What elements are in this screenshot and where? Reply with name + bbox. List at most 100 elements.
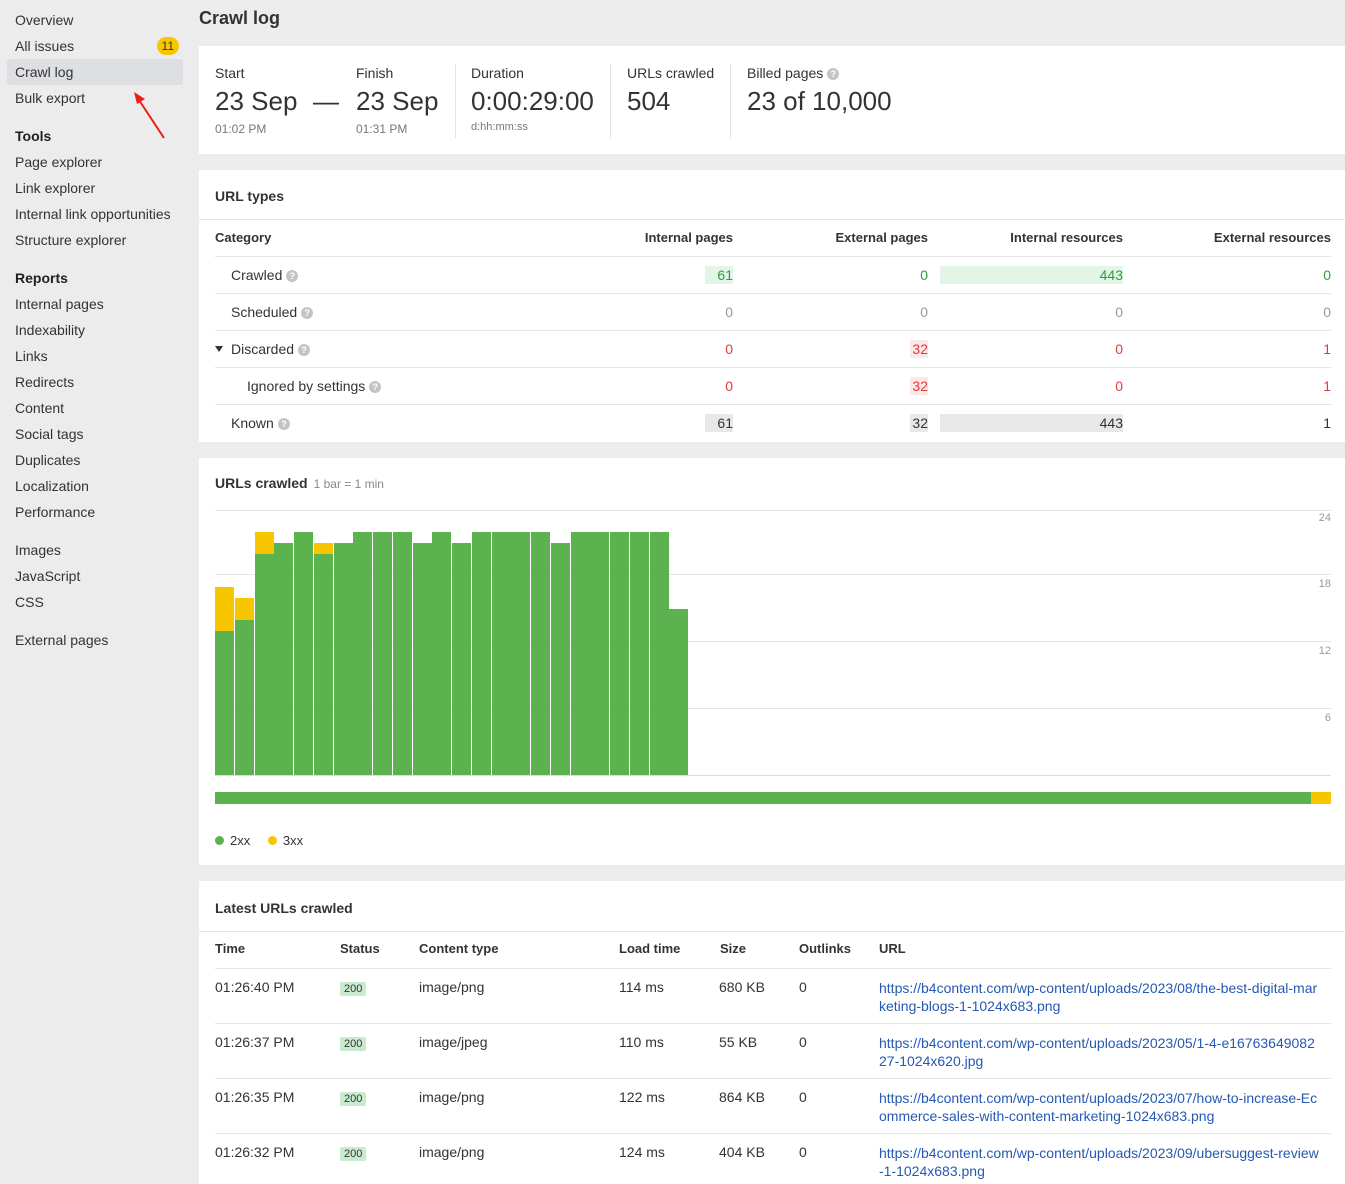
chart-bar[interactable] (392, 532, 412, 775)
billed-pages-label: Billed pages? (747, 65, 840, 81)
time-header[interactable]: Time (215, 941, 246, 956)
status-cell: 200 (340, 979, 367, 996)
chart-bar[interactable] (590, 532, 610, 775)
nav-label: Images (15, 542, 61, 558)
nav-redirects[interactable]: Redirects (7, 369, 183, 395)
chart-bar[interactable] (669, 609, 689, 775)
caret-down-icon[interactable] (215, 346, 223, 352)
nav-page-explorer[interactable]: Page explorer (7, 149, 183, 175)
size-header[interactable]: Size (720, 941, 747, 956)
bar-segment-2xx (432, 532, 452, 775)
cell-value: 32 (912, 378, 928, 394)
nav-structure-explorer[interactable]: Structure explorer (7, 227, 183, 253)
chart-bar[interactable] (629, 532, 649, 775)
nav-performance[interactable]: Performance (7, 499, 183, 525)
nav-duplicates[interactable]: Duplicates (7, 447, 183, 473)
chart-bar[interactable] (452, 543, 471, 775)
load-time-cell: 124 ms (619, 1144, 665, 1160)
help-icon[interactable]: ? (286, 270, 299, 282)
external-pages-header[interactable]: External pages (835, 230, 929, 245)
chart-bar[interactable] (333, 543, 353, 775)
chart-bar[interactable] (234, 598, 254, 775)
bar-segment-2xx (491, 532, 511, 775)
internal-pages-header[interactable]: Internal pages (644, 230, 733, 245)
bar-segment-2xx (649, 532, 669, 775)
content-type-header[interactable]: Content type (419, 941, 499, 956)
external-resources-header[interactable]: External resources (1213, 230, 1331, 245)
value-highlight (705, 414, 733, 432)
cell-value: 61 (717, 267, 733, 283)
help-icon[interactable]: ? (298, 344, 311, 356)
nav-label: Link explorer (15, 180, 96, 196)
url-types-title: URL types (215, 188, 284, 204)
cell-value: 0 (920, 267, 928, 283)
nav-all-issues[interactable]: All issues 11 (7, 33, 183, 59)
nav-images[interactable]: Images (7, 537, 183, 563)
chart-bar[interactable] (491, 532, 511, 775)
chart-bar[interactable] (550, 543, 570, 775)
nav-external-pages[interactable]: External pages (7, 627, 183, 653)
nav-indexability[interactable]: Indexability (7, 317, 183, 343)
status-header[interactable]: Status (340, 941, 380, 956)
nav-internal-pages[interactable]: Internal pages (7, 291, 183, 317)
chart-bar[interactable] (294, 532, 313, 775)
chart-bar[interactable] (353, 532, 373, 775)
start-time: 01:02 PM (215, 122, 267, 136)
chart-bar[interactable] (570, 532, 590, 775)
status-code-progress-bar (215, 792, 1331, 804)
chart-bar[interactable] (432, 532, 452, 775)
gridline (215, 574, 1331, 575)
url-link[interactable]: https://b4content.com/wp-content/uploads… (879, 980, 1318, 1014)
chart-bar[interactable] (471, 532, 491, 775)
chart-bar[interactable] (511, 532, 531, 775)
nav-overview[interactable]: Overview (7, 7, 183, 33)
outlinks-header[interactable]: Outlinks (799, 941, 852, 956)
url-link[interactable]: https://b4content.com/wp-content/uploads… (879, 1035, 1315, 1069)
help-icon[interactable]: ? (827, 68, 840, 80)
chart-bar[interactable] (649, 532, 669, 775)
help-icon[interactable]: ? (277, 418, 290, 430)
category-label[interactable]: Discarded? (231, 331, 311, 367)
time-cell: 01:26:35 PM (215, 1089, 295, 1105)
chart-bar[interactable] (610, 532, 629, 775)
nav-label: Duplicates (15, 452, 81, 468)
nav-link-explorer[interactable]: Link explorer (7, 175, 183, 201)
url-link[interactable]: https://b4content.com/wp-content/uploads… (879, 1090, 1318, 1124)
internal-resources-header[interactable]: Internal resources (1010, 230, 1123, 245)
help-icon[interactable]: ? (301, 307, 314, 319)
nav-css[interactable]: CSS (7, 589, 183, 615)
load-time-header[interactable]: Load time (619, 941, 681, 956)
url-types-header-row: Category Internal pages External pages I… (215, 220, 1331, 257)
chart-bar[interactable] (254, 532, 274, 775)
url-header[interactable]: URL (879, 941, 906, 956)
bar-segment-2xx (274, 543, 294, 775)
cell-value: 0 (1115, 378, 1123, 394)
chart-legend: 2xx 3xx (215, 833, 317, 848)
nav-bulk-export[interactable]: Bulk export (7, 85, 183, 111)
chart-bar[interactable] (412, 543, 432, 775)
bar-segment-2xx (333, 543, 353, 775)
nav-links[interactable]: Links (7, 343, 183, 369)
legend-item-3xx[interactable]: 3xx (267, 833, 303, 848)
nav-internal-link-opportunities[interactable]: Internal link opportunities (7, 201, 183, 227)
category-text: Scheduled (231, 304, 298, 320)
url-link[interactable]: https://b4content.com/wp-content/uploads… (879, 1145, 1319, 1179)
outlinks-cell: 0 (799, 1034, 807, 1050)
nav-social-tags[interactable]: Social tags (7, 421, 183, 447)
nav-localization[interactable]: Localization (7, 473, 183, 499)
chart-bar[interactable] (313, 543, 333, 775)
bar-segment-2xx (392, 532, 412, 775)
chart-bar[interactable] (215, 587, 234, 775)
nav-crawl-log[interactable]: Crawl log (7, 59, 183, 85)
bar-segment-3xx (254, 532, 274, 555)
help-icon[interactable]: ? (369, 381, 382, 393)
nav-javascript[interactable]: JavaScript (7, 563, 183, 589)
chart-bar[interactable] (274, 543, 294, 775)
nav-content[interactable]: Content (7, 395, 183, 421)
value-highlight (940, 414, 1123, 432)
legend-item-2xx[interactable]: 2xx (215, 833, 250, 848)
chart-bar[interactable] (373, 532, 392, 775)
divider (199, 219, 1345, 220)
chart-bar[interactable] (531, 532, 550, 775)
bar-segment-2xx (412, 543, 432, 775)
